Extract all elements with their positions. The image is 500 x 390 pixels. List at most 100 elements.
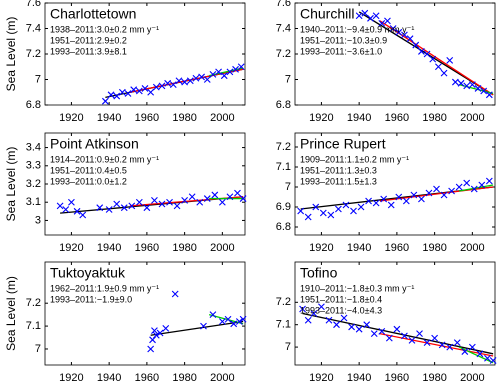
x-tick-label: 1940: [347, 112, 371, 124]
panel-title: Churchill: [300, 6, 354, 22]
x-tick-label: 2000: [460, 372, 484, 384]
data-point: [158, 200, 166, 208]
trend-annotation: 1993–2011:−4.0±4.3: [300, 305, 382, 315]
y-tick-label: 7.4: [26, 22, 41, 34]
data-point: [128, 202, 136, 210]
data-point: [234, 189, 241, 197]
y-tick-label: 7.4: [276, 22, 291, 34]
data-point: [478, 181, 486, 189]
data-point: [327, 211, 335, 219]
data-point: [181, 197, 189, 204]
data-point: [147, 88, 155, 96]
x-tick-label: 1920: [309, 112, 333, 124]
data-point: [218, 318, 226, 325]
data-point: [485, 91, 493, 99]
data-point: [474, 85, 482, 92]
data-point: [304, 316, 312, 324]
y-tick-label: 3.3: [26, 160, 41, 172]
x-tick-label: 1960: [385, 242, 409, 254]
y-tick-label: 7: [35, 73, 41, 85]
data-point: [171, 290, 179, 298]
data-point: [418, 195, 425, 203]
trend-annotation: 1951–2011:2.9±0.2: [50, 35, 127, 45]
data-point: [451, 78, 459, 86]
data-point: [151, 197, 158, 204]
data-point: [120, 204, 128, 212]
trend-line: [458, 346, 494, 364]
plot-frame: [294, 2, 496, 106]
data-point: [143, 204, 151, 212]
x-tick-label: 1920: [59, 372, 83, 384]
data-point: [395, 193, 403, 201]
y-tick-label: 7.2: [276, 48, 291, 60]
data-point: [340, 314, 348, 322]
y-tick-label: 3.2: [26, 178, 41, 190]
data-point: [448, 187, 455, 195]
x-tick-label: 1980: [422, 112, 446, 124]
trend-line: [302, 312, 494, 355]
data-point: [68, 198, 75, 206]
data-point: [304, 213, 312, 221]
x-tick-label: 2000: [210, 112, 234, 124]
data-point: [299, 305, 306, 313]
y-tick-label: 3: [35, 214, 41, 226]
y-tick-label: 7.6: [276, 0, 291, 9]
data-point: [461, 348, 469, 355]
data-point: [431, 334, 439, 342]
x-tick-label: 1960: [135, 112, 159, 124]
data-point: [395, 28, 403, 36]
trend-annotation: 1951–2011:1.3±0.3: [300, 165, 377, 175]
panel-title: Prince Rupert: [300, 136, 386, 152]
data-point: [198, 73, 205, 81]
x-tick-label: 1960: [135, 242, 159, 254]
panel-title: Tofino: [300, 265, 338, 281]
panel-title: Point Atkinson: [50, 136, 139, 152]
data-point: [361, 9, 369, 17]
y-tick-label: 7: [285, 181, 291, 193]
data-point: [333, 321, 340, 329]
y-tick-label: 7.2: [26, 48, 41, 60]
data-point: [470, 185, 478, 193]
data-point: [101, 97, 109, 105]
data-point: [147, 345, 155, 353]
x-tick-label: 2000: [460, 242, 484, 254]
trend-annotation: 1914–2011:0.9±0.2 mm y⁻¹: [50, 154, 159, 164]
y-tick-label: 7.1: [276, 161, 291, 173]
data-point: [410, 191, 418, 199]
y-axis-label: Sea Level (m): [4, 17, 18, 92]
data-point: [350, 207, 357, 215]
y-tick-label: 7.1: [26, 320, 41, 332]
data-point: [124, 90, 132, 97]
y-tick-label: 6.8: [276, 221, 291, 233]
data-point: [393, 325, 401, 333]
data-point: [380, 195, 388, 203]
data-point: [355, 325, 363, 333]
data-point: [370, 330, 378, 338]
trend-annotation: 1909–2011:1.1±0.2 mm y⁻¹: [300, 154, 409, 164]
data-point: [152, 331, 160, 339]
data-point: [118, 88, 126, 96]
data-point: [423, 50, 431, 58]
y-axis-label: Sea Level (m): [4, 147, 18, 222]
data-point: [435, 63, 442, 71]
data-point: [218, 198, 226, 206]
data-point: [429, 55, 437, 63]
data-point: [387, 201, 395, 209]
data-point: [56, 202, 64, 210]
x-tick-label: 1980: [172, 242, 196, 254]
data-point: [310, 310, 318, 317]
trend-annotation: 1940–2011:−9.4±0.9 mm y⁻¹: [300, 24, 414, 34]
data-point: [107, 91, 115, 99]
data-point: [79, 211, 87, 219]
trend-annotation: 1910–2011:−1.8±0.3 mm y⁻¹: [300, 283, 414, 293]
trend-annotation: 1962–2011:1.9±0.9 mm y⁻¹: [50, 283, 159, 293]
trend-annotation: 1993–2011:3.9±8.1: [50, 46, 127, 56]
data-point: [416, 330, 423, 338]
data-point: [440, 69, 448, 77]
x-tick-label: 1920: [59, 112, 83, 124]
data-point: [463, 179, 471, 187]
data-point: [113, 200, 121, 208]
data-point: [367, 14, 374, 22]
data-point: [203, 195, 211, 202]
